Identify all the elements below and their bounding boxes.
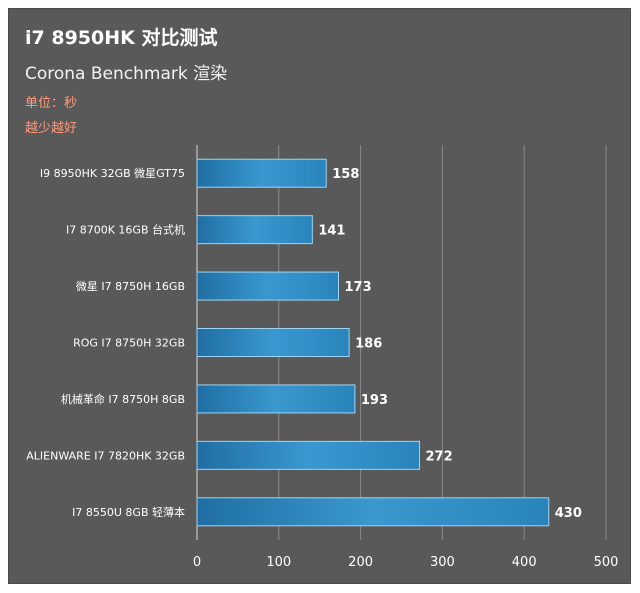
unit-note: 单位：秒	[25, 96, 78, 111]
bar	[196, 158, 327, 188]
x-tick-label: 400	[512, 555, 537, 570]
value-label: 430	[555, 506, 582, 521]
lower-is-better-note: 越少越好	[25, 121, 78, 136]
labels: 0 100 200 300 400 500 I9 8950HK 32GB 微星GT75 158…	[26, 166, 618, 570]
chart-subtitle: Corona Benchmark 渲染	[25, 64, 228, 84]
category-label: 微星 I7 8750H 16GB	[76, 279, 185, 293]
x-tick-label: 0	[193, 555, 201, 570]
bar	[196, 440, 420, 470]
value-label: 193	[361, 393, 388, 408]
value-label: 173	[345, 280, 372, 295]
x-tick-label: 300	[430, 555, 455, 570]
category-label: 机械革命 I7 8750H 8GB	[61, 392, 185, 406]
category-label: I9 8950HK 32GB 微星GT75	[40, 166, 185, 180]
bar	[196, 271, 340, 301]
bar	[196, 384, 356, 414]
category-label: I7 8700K 16GB 台式机	[66, 223, 185, 237]
value-label: 272	[425, 449, 452, 464]
bar	[196, 215, 313, 245]
bar	[196, 328, 350, 357]
value-label: 158	[332, 167, 359, 182]
bars	[196, 158, 550, 527]
chart-title: i7 8950HK 对比测试	[25, 27, 218, 49]
value-label: 186	[355, 337, 382, 352]
value-label: 141	[318, 224, 345, 239]
category-label: ROG I7 8750H 32GB	[73, 337, 185, 350]
x-tick-label: 500	[594, 555, 619, 570]
x-tick-label: 200	[348, 555, 373, 570]
bar	[196, 497, 550, 527]
category-label: I7 8550U 8GB 轻薄本	[72, 505, 185, 519]
category-label: ALIENWARE I7 7820HK 32GB	[26, 449, 185, 462]
x-tick-label: 100	[266, 555, 291, 570]
